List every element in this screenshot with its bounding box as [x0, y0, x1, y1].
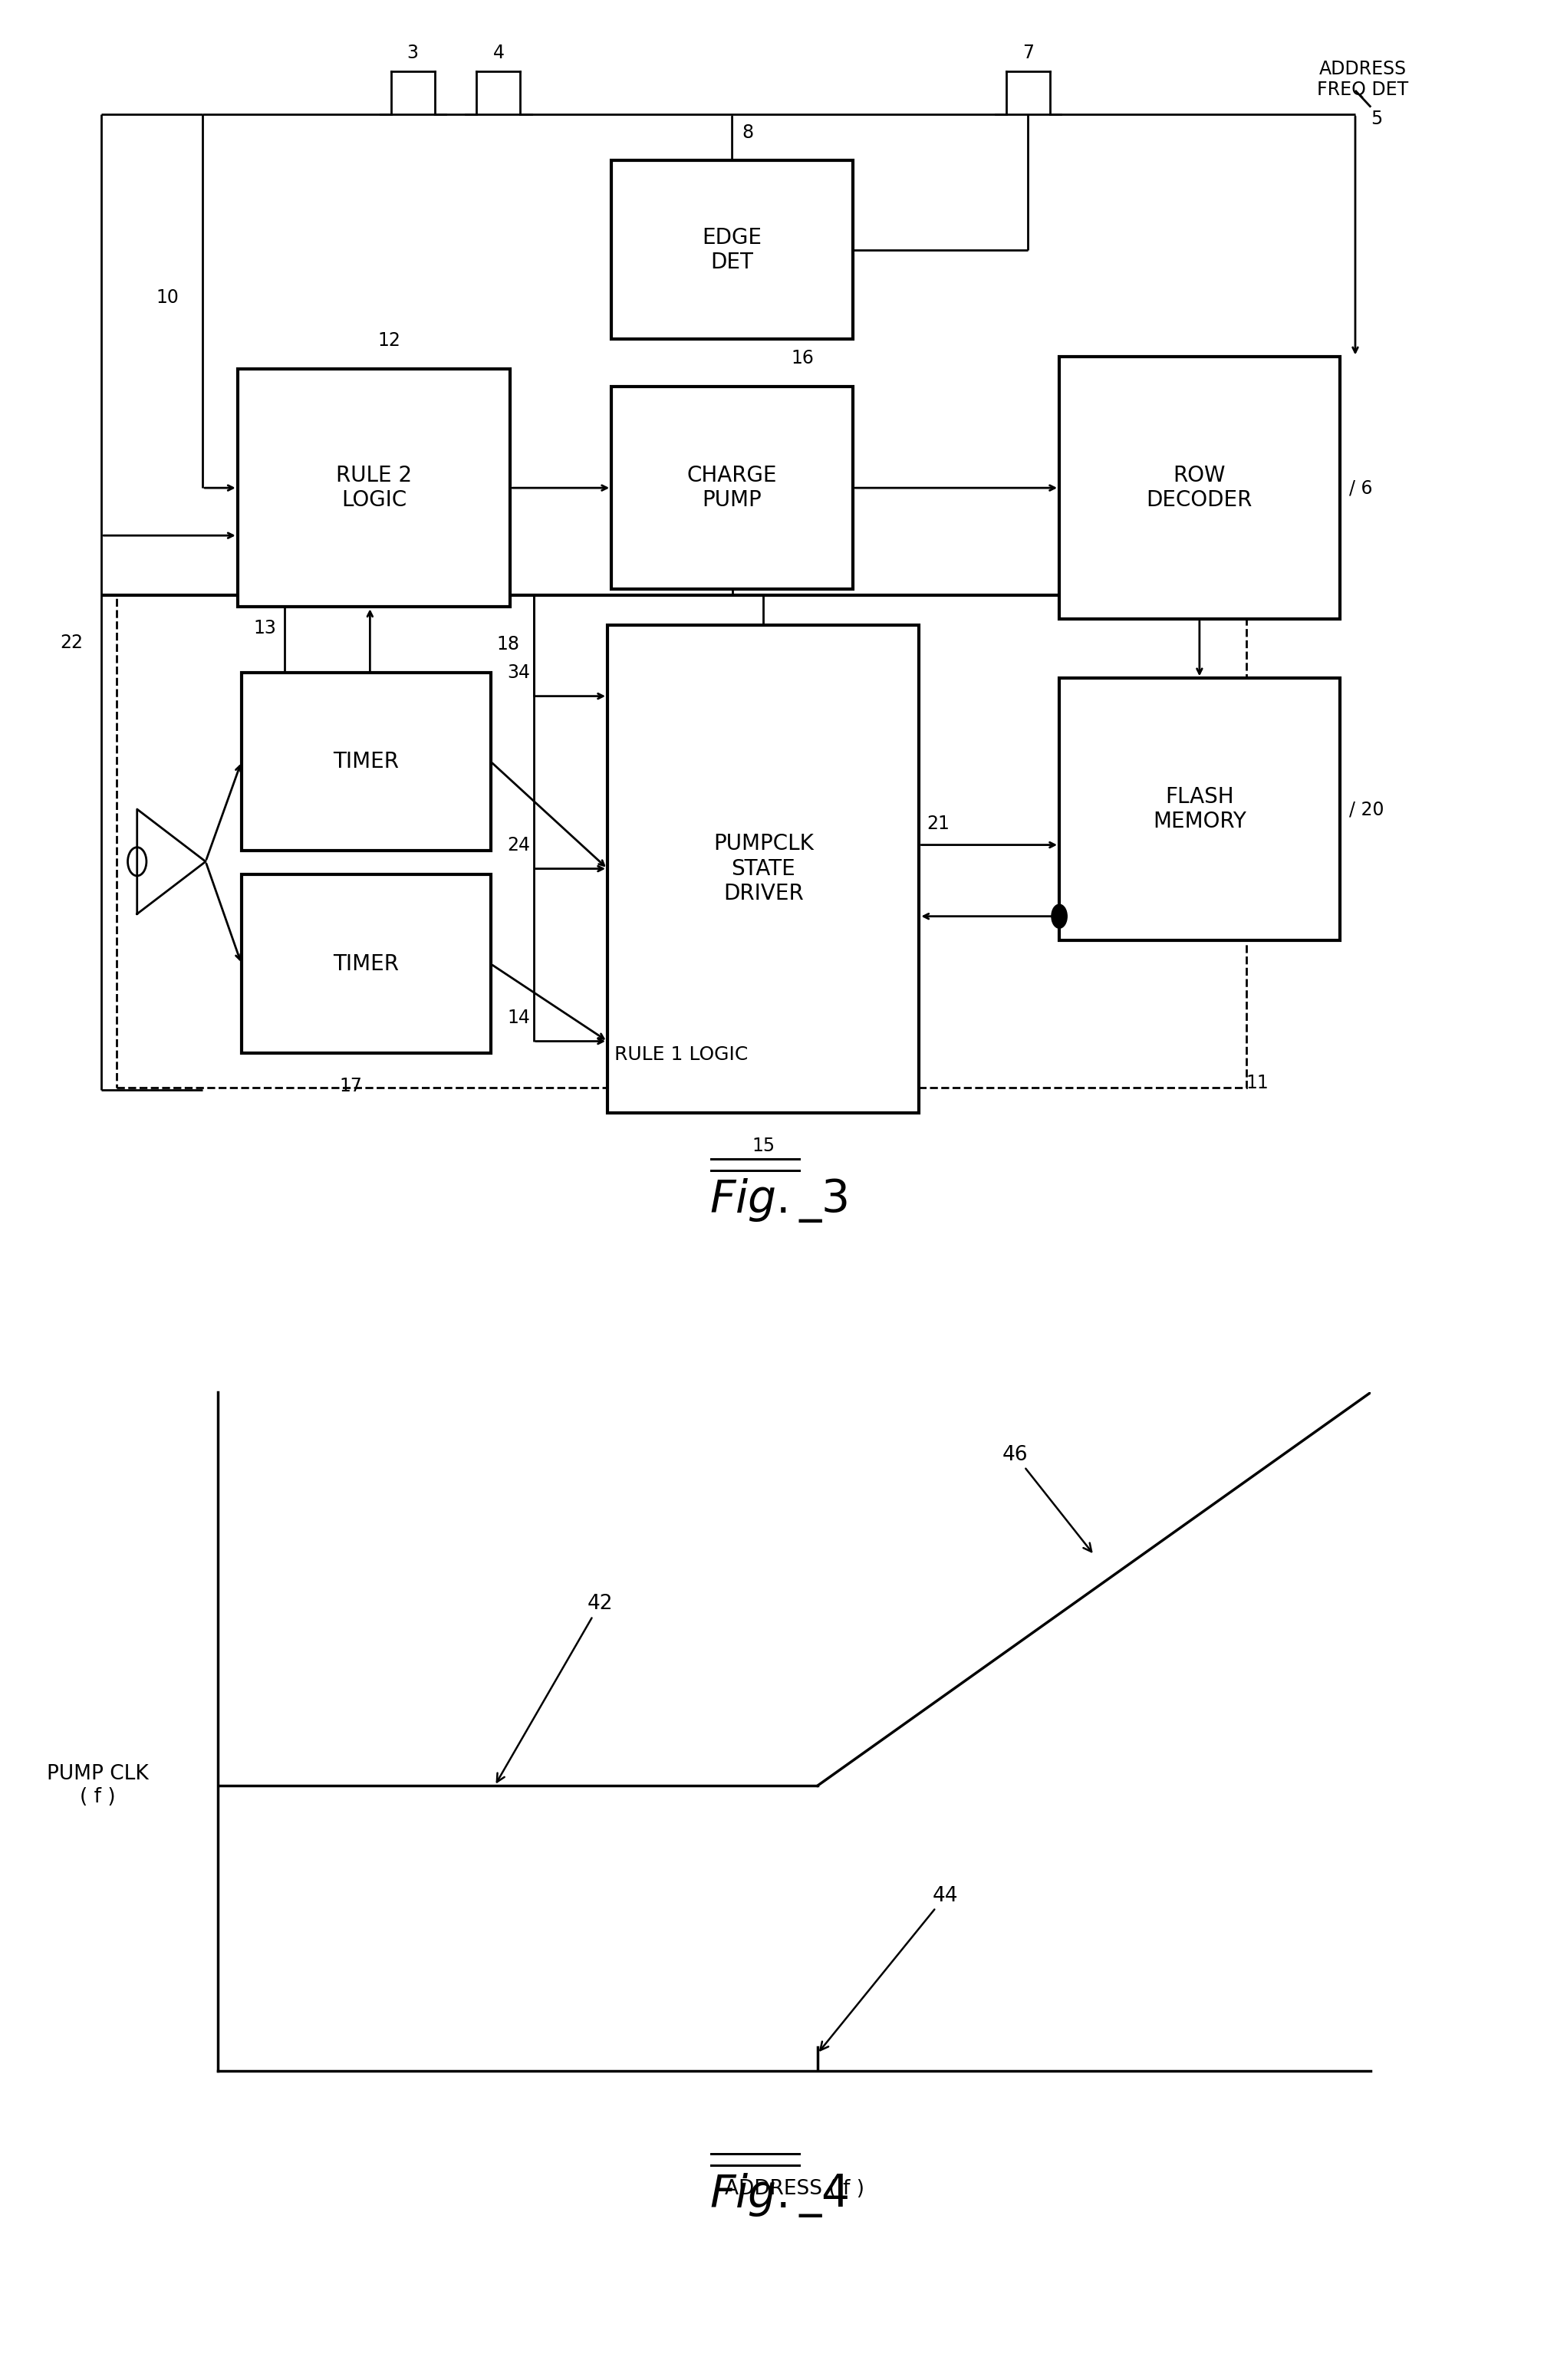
Bar: [237, 369, 509, 607]
Text: FLASH
MEMORY: FLASH MEMORY: [1152, 785, 1246, 833]
Text: 46: 46: [1001, 1445, 1091, 1552]
Text: 34: 34: [508, 664, 529, 681]
Text: / 6: / 6: [1348, 478, 1372, 497]
Text: 44: 44: [821, 1885, 958, 2049]
Text: EDGE
DET: EDGE DET: [702, 226, 761, 274]
Text: 13: 13: [252, 619, 276, 638]
Circle shape: [1051, 904, 1067, 928]
Text: 16: 16: [791, 350, 813, 367]
Text: / 20: / 20: [1348, 800, 1383, 819]
Text: 11: 11: [1246, 1073, 1269, 1092]
Bar: [610, 386, 853, 588]
Text: 5: 5: [1370, 109, 1383, 129]
Bar: [610, 159, 853, 338]
Text: TIMER: TIMER: [333, 952, 399, 976]
Text: RULE 1 LOGIC: RULE 1 LOGIC: [615, 1045, 747, 1064]
Bar: [1059, 357, 1339, 619]
Text: 8: 8: [741, 124, 754, 140]
Text: $\overline{\overline{\mathit{Fig.}}}$$\mathit{\_4}$: $\overline{\overline{\mathit{Fig.}}}$$\m…: [708, 2149, 849, 2221]
Bar: [241, 671, 490, 850]
Bar: [1059, 678, 1339, 940]
Text: 4: 4: [492, 43, 504, 62]
Text: ADDRESS
FREQ DET: ADDRESS FREQ DET: [1317, 60, 1408, 100]
Bar: [241, 876, 490, 1052]
Text: 24: 24: [508, 835, 529, 854]
Text: ADDRESS ( f ): ADDRESS ( f ): [724, 2180, 864, 2199]
Text: 3: 3: [406, 43, 419, 62]
Text: 15: 15: [752, 1138, 774, 1154]
Text: TIMER: TIMER: [333, 750, 399, 774]
Text: RULE 2
LOGIC: RULE 2 LOGIC: [336, 464, 411, 512]
Text: CHARGE
PUMP: CHARGE PUMP: [687, 464, 777, 512]
Text: PUMP CLK
( f ): PUMP CLK ( f ): [47, 1764, 149, 1806]
Bar: [117, 595, 1246, 1088]
Text: 7: 7: [1021, 43, 1034, 62]
Text: ROW
DECODER: ROW DECODER: [1146, 464, 1252, 512]
Text: 42: 42: [497, 1595, 612, 1783]
Text: 18: 18: [497, 635, 520, 652]
Text: $\overline{\overline{\mathit{Fig.}}}$$\mathit{\_3}$: $\overline{\overline{\mathit{Fig.}}}$$\m…: [710, 1154, 847, 1226]
Text: 21: 21: [926, 814, 950, 833]
Text: 10: 10: [156, 288, 179, 307]
Text: 14: 14: [508, 1009, 529, 1028]
Bar: [607, 626, 919, 1114]
Text: 12: 12: [378, 331, 400, 350]
Text: 17: 17: [339, 1076, 361, 1095]
Text: PUMPCLK
STATE
DRIVER: PUMPCLK STATE DRIVER: [713, 833, 813, 904]
Text: 22: 22: [61, 633, 83, 652]
